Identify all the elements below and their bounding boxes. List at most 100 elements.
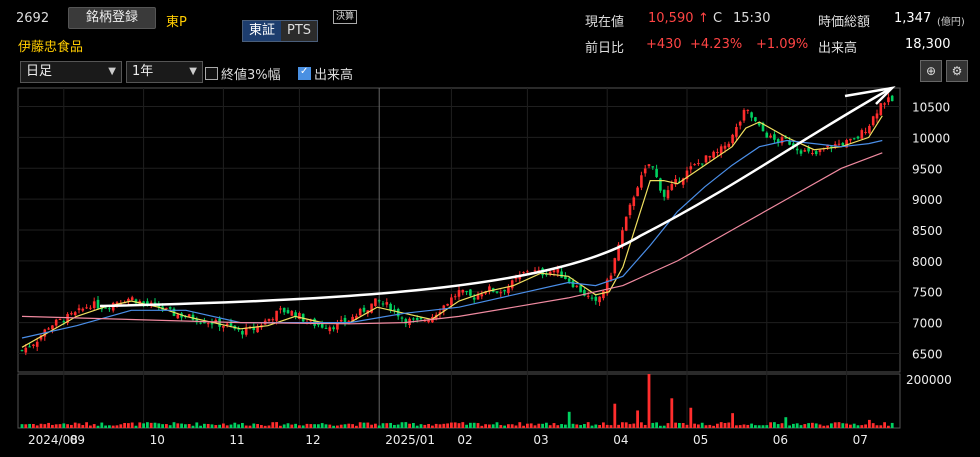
volume-bar xyxy=(39,423,43,428)
candle-body xyxy=(244,327,248,335)
volume-bar xyxy=(233,422,237,428)
candle-body xyxy=(727,143,731,147)
candle-body xyxy=(256,326,259,333)
volume-bar xyxy=(716,423,719,428)
close3-label: 終値3%幅 xyxy=(221,68,281,83)
candle-body xyxy=(168,307,172,309)
ma_long-line xyxy=(21,152,883,325)
volume-bar xyxy=(408,423,411,428)
candle-body xyxy=(681,178,685,185)
volume-bar xyxy=(617,424,620,428)
x-tick-label: 07 xyxy=(853,433,868,447)
volume-bar xyxy=(134,425,138,428)
volume-bar xyxy=(172,422,176,428)
volume-bar xyxy=(681,422,685,428)
candle-body xyxy=(533,270,537,272)
candle-body xyxy=(495,291,499,293)
volume-bar xyxy=(571,423,575,428)
candle-body xyxy=(856,136,860,139)
candle-body xyxy=(309,320,313,322)
candle-body xyxy=(503,289,506,292)
volume-bar xyxy=(47,422,50,428)
volume-bar xyxy=(366,422,370,428)
period-select[interactable]: 日足 ▼ xyxy=(20,61,122,83)
ma_short-line xyxy=(21,115,883,348)
volume-bar xyxy=(305,423,309,428)
volume-bar xyxy=(206,423,210,428)
price-tick-label: 10500 xyxy=(912,101,950,115)
price-tick-label: 9000 xyxy=(912,193,943,207)
volume-bar xyxy=(613,403,617,428)
tab-tse[interactable]: 東証 xyxy=(243,21,282,41)
candle-body xyxy=(784,137,788,139)
company-name: 伊藤忠食品 xyxy=(18,40,84,55)
candle-body xyxy=(803,150,807,152)
volume-toggle-label: 出来高 xyxy=(314,68,354,83)
volume-bar xyxy=(153,422,157,428)
volume-bar xyxy=(28,423,31,428)
candle-body xyxy=(693,164,696,166)
volume-bar xyxy=(746,424,750,428)
candle-body xyxy=(883,103,886,105)
checkbox-checked-icon xyxy=(298,66,311,80)
price-tick-label: 7000 xyxy=(912,317,943,331)
current-price: 10,590 xyxy=(648,11,694,26)
candle-body xyxy=(750,112,753,118)
volume-bar xyxy=(400,422,404,428)
candle-body xyxy=(461,289,465,293)
register-button[interactable]: 銘柄登録 xyxy=(68,7,156,29)
volume-bar xyxy=(309,424,313,428)
volume-bar xyxy=(484,424,487,428)
volume-bar xyxy=(92,424,96,428)
zoom-icon[interactable]: ⊕ xyxy=(920,60,942,82)
candle-body xyxy=(871,116,875,126)
candle-body xyxy=(723,145,727,149)
volume-bar xyxy=(773,422,776,428)
x-tick-label: 09 xyxy=(70,433,85,447)
volume-bar xyxy=(298,425,301,428)
volume-bar xyxy=(533,425,537,428)
candle-body xyxy=(719,146,723,154)
price-tick-label: 7500 xyxy=(912,286,943,300)
volume-bar xyxy=(54,424,58,428)
volume-bar xyxy=(811,422,814,428)
candle-body xyxy=(567,278,571,282)
candle-body xyxy=(605,279,609,294)
price-tick-label: 9500 xyxy=(912,162,943,176)
candle-body xyxy=(396,309,400,317)
volume-label: 出来高 xyxy=(818,41,858,56)
volume-bar xyxy=(708,424,712,428)
volume-toggle[interactable]: 出来高 xyxy=(298,64,353,83)
gear-icon[interactable]: ⚙ xyxy=(946,60,968,82)
volume-bar xyxy=(180,423,183,428)
volume-bar xyxy=(412,423,415,428)
period-value: 日足 xyxy=(26,64,53,79)
price-arrow-icon: ↑ xyxy=(698,11,709,26)
tab-pts[interactable]: PTS xyxy=(281,21,318,41)
candle-body xyxy=(556,269,560,273)
x-tick-label: 10 xyxy=(150,433,165,447)
candle-body xyxy=(564,275,567,279)
candle-body xyxy=(890,95,894,102)
candle-body xyxy=(73,312,77,316)
volume-bar xyxy=(332,425,335,428)
candle-body xyxy=(594,296,598,301)
volume-bar xyxy=(689,407,693,428)
close3-toggle[interactable]: 終値3%幅 xyxy=(205,64,281,83)
candle-body xyxy=(807,147,810,152)
candle-body xyxy=(282,307,286,313)
candle-body xyxy=(241,330,244,335)
range-select[interactable]: 1年 ▼ xyxy=(126,61,203,83)
volume-bar xyxy=(598,424,601,428)
volume-bar xyxy=(347,423,351,428)
volume-bar xyxy=(655,422,658,428)
candle-body xyxy=(229,321,233,327)
volume-bar xyxy=(780,423,784,428)
volume-bar xyxy=(852,423,856,428)
volume-bar xyxy=(244,425,248,428)
candle-body xyxy=(58,318,62,320)
candle-body xyxy=(841,143,845,146)
volume-bar xyxy=(199,425,202,428)
candle-body xyxy=(393,309,396,311)
